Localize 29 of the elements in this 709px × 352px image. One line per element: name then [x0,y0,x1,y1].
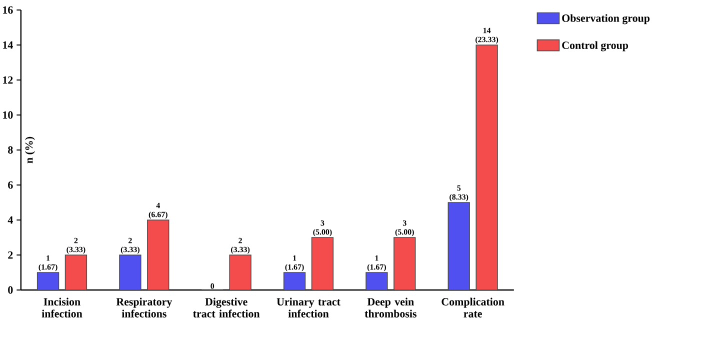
x-tick-label: Respiratory infections [116,298,172,318]
bar [394,237,416,290]
y-tick-label: 16 [3,6,13,14]
y-axis-title: n (%) [25,136,35,164]
x-tick-label: Urinary tract infection [276,298,340,318]
x-tick-label: Incision infection [42,298,82,318]
x-tick-label: Deep vein thrombosis [364,298,416,318]
legend-label: Control group [562,41,628,52]
bar [476,44,498,290]
y-tick-label: 6 [8,181,13,189]
bar [229,254,252,290]
bar [448,202,470,290]
bar [366,272,388,290]
x-tick-label: Digestive tract infection [193,298,260,318]
x-tick-label: Complication rate [442,298,504,318]
y-tick-label: 12 [3,76,13,84]
y-tick-label: 2 [8,251,13,259]
bar [147,220,170,290]
bar [119,254,142,290]
y-tick-label: 10 [3,111,13,119]
y-tick-label: 14 [3,41,13,49]
y-tick-label: 0 [8,286,13,294]
legend-label: Observation group [562,14,650,24]
bar [64,254,88,290]
bar [283,272,306,290]
y-tick-label: 4 [8,216,13,224]
bar [311,237,334,290]
bar [36,272,60,290]
y-tick-label: 8 [8,146,13,154]
